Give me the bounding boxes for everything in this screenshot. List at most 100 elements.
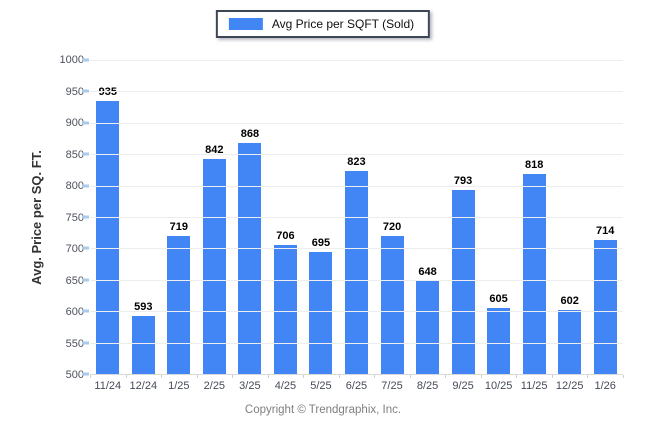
gridline: [90, 342, 623, 344]
gridline: [90, 279, 623, 281]
x-axis-tick-label: 6/25: [345, 380, 368, 392]
legend-swatch: [228, 18, 263, 30]
x-axis-tick-label: 4/25: [274, 380, 297, 392]
x-axis-tick-label: 8/25: [416, 380, 439, 392]
bar-slot: 842: [197, 60, 233, 374]
gridline: [90, 217, 623, 218]
bar-slot: 818: [516, 60, 552, 374]
y-axis-tick: [82, 58, 89, 62]
bar: [522, 174, 546, 374]
plot-area: 935 593 719 842 868 706 695 823 720 648 793 605 818 6…: [82, 58, 624, 378]
y-axis-tick-label: 750: [65, 211, 84, 224]
bar: [344, 171, 368, 374]
x-axis-tick: [623, 375, 624, 378]
gridline: [90, 154, 623, 156]
x-axis-tick-label: 2/25: [203, 380, 226, 392]
gridline: [90, 185, 623, 187]
bar: [487, 308, 511, 374]
x-axis-tick-label: 11/24: [94, 380, 122, 392]
y-axis-tick-label: 900: [65, 117, 84, 129]
y-axis-tick: [82, 152, 89, 156]
x-axis-tick: [516, 375, 518, 378]
gridline: [90, 60, 623, 61]
x-axis-tick: [445, 375, 447, 378]
bar-slot: 719: [161, 60, 197, 374]
x-axis-tick-label: 7/25: [381, 380, 403, 392]
x-axis-tick: [338, 375, 340, 378]
bar-slot: 793: [445, 60, 481, 374]
bar-value-label: 593: [134, 300, 153, 313]
bar: [238, 142, 262, 374]
legend-label: Avg Price per SQFT (Sold): [271, 17, 415, 31]
bar-slot: 714: [587, 60, 623, 374]
bar: [131, 315, 155, 374]
gridline: [90, 122, 623, 124]
x-axis-tick: [90, 375, 91, 378]
y-axis-tick: [82, 309, 89, 313]
x-axis-tick-label: 5/25: [310, 380, 332, 392]
gridline: [90, 91, 623, 93]
x-axis-tick: [196, 375, 198, 378]
bar-value-label: 648: [418, 266, 437, 279]
y-axis-tick: [82, 341, 89, 345]
bar-value-label: 602: [560, 294, 579, 307]
y-axis-tick: [82, 278, 89, 282]
gridline: [90, 248, 623, 250]
bar: [558, 309, 582, 374]
x-axis-tick-labels: 11/24 12/24 1/25 2/25 3/25 4/25 5/25 6/25 7/25 8/…: [90, 380, 623, 392]
y-axis-tick-label: 700: [65, 243, 84, 255]
x-axis-tick-label: 12/25: [555, 380, 584, 392]
gridline: [90, 311, 623, 313]
x-axis-tick: [374, 375, 376, 378]
y-axis-tick: [82, 89, 89, 93]
x-axis-tick-label: 12/24: [129, 380, 158, 392]
x-axis-tick: [161, 375, 163, 378]
bar-slot: 593: [126, 60, 162, 374]
y-axis-tick-labels: 500 550 600 650 700 750 800 850 900 950 1000: [38, 54, 84, 381]
x-axis-tick: [587, 375, 589, 378]
bar-value-label: 823: [347, 156, 366, 169]
y-axis-tick-label: 800: [65, 180, 84, 192]
x-axis-tick-label: 11/25: [520, 380, 548, 392]
x-axis-tick: [303, 375, 305, 378]
y-axis-tick: [82, 121, 89, 125]
bar-value-label: 605: [489, 293, 508, 306]
bar-value-label: 818: [524, 159, 544, 172]
y-axis-tick-label: 550: [65, 337, 84, 350]
x-axis-tick: [480, 375, 482, 378]
bar: [202, 159, 226, 374]
x-axis-tick: [232, 375, 234, 378]
bar-value-label: 868: [240, 127, 260, 140]
bar-slot: 868: [232, 60, 268, 374]
bar-slot: 706: [268, 60, 304, 374]
bar: [416, 281, 440, 374]
x-axis-tick: [267, 375, 269, 378]
bar-slot: 602: [552, 60, 588, 374]
y-axis-tick-label: 600: [65, 306, 84, 318]
bar-slot: 720: [374, 60, 410, 374]
bar: [273, 244, 297, 374]
x-axis-tick-label: 3/25: [239, 380, 261, 392]
y-axis-tick-label: 650: [65, 274, 84, 287]
bar: [593, 239, 617, 374]
y-axis-tick-label: 500: [65, 369, 84, 381]
copyright-text: Copyright © Trendgraphix, Inc.: [244, 404, 402, 416]
x-axis-tick-label: 9/25: [452, 380, 474, 392]
legend[interactable]: Avg Price per SQFT (Sold): [215, 10, 431, 38]
bar-slot: 648: [410, 60, 446, 374]
y-axis-tick-label: 850: [65, 148, 84, 161]
bar-value-label: 695: [311, 236, 331, 249]
bar-value-label: 714: [596, 224, 615, 237]
bar: [167, 236, 191, 374]
y-axis-tick: [82, 372, 89, 376]
bar-value-label: 706: [276, 229, 295, 242]
x-axis-tick: [409, 375, 411, 378]
x-axis-tick: [125, 375, 127, 378]
x-axis-tick-label: 10/25: [484, 380, 513, 392]
bar: [380, 235, 404, 374]
x-axis-tick-label: 1/25: [168, 380, 190, 392]
y-axis-tick: [82, 246, 89, 250]
bar-value-label: 719: [169, 221, 188, 234]
bar: [451, 190, 475, 374]
bar: [309, 251, 333, 374]
